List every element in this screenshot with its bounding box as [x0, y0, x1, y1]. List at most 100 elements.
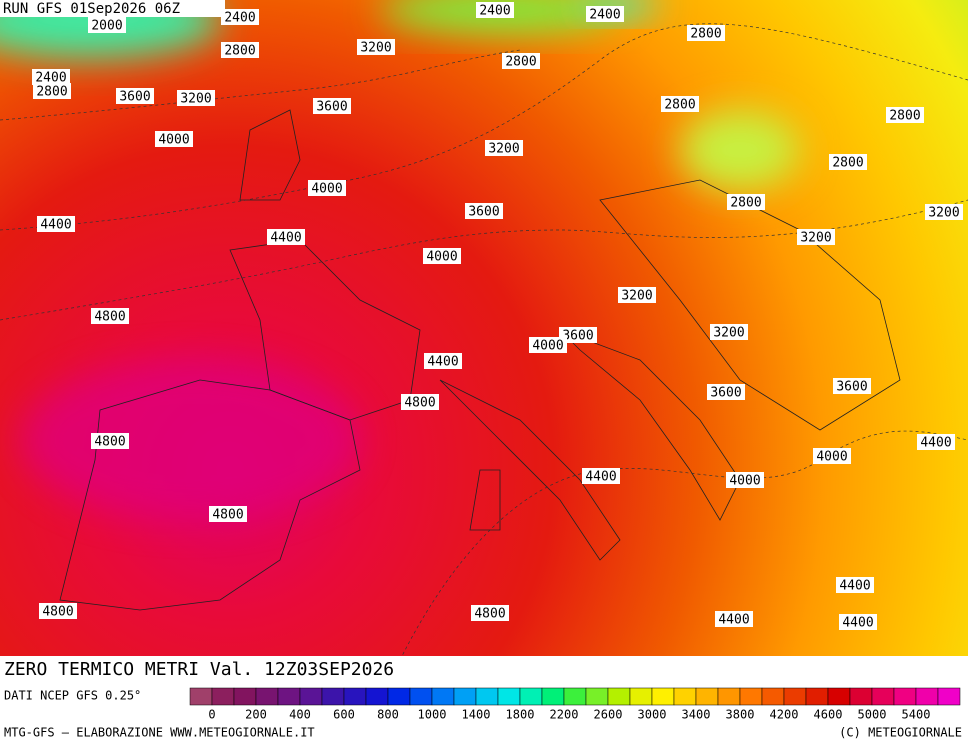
- legend-label: 200: [245, 708, 267, 722]
- contour-label: 4800: [212, 508, 243, 523]
- contour-label-box: [917, 434, 955, 450]
- legend-swatch: [651, 687, 675, 706]
- color-legend: 0 200 400 600 800 1000 1400 1800 2200 2600 3000 340…: [189, 687, 961, 722]
- contour-label-box: [829, 154, 867, 170]
- contour-label: 3200: [800, 231, 831, 246]
- contour-label: 4000: [158, 133, 189, 148]
- contour-label: 4800: [474, 607, 505, 622]
- contour-label: 2800: [832, 156, 863, 171]
- contour-label-box: [839, 614, 877, 630]
- legend-label: 2200: [550, 708, 579, 722]
- contour-label: 3200: [621, 289, 652, 304]
- legend-swatch: [453, 687, 477, 706]
- contour-label-box: [465, 203, 503, 219]
- legend-label: 4200: [770, 708, 799, 722]
- contour-label-box: [886, 107, 924, 123]
- contour-label-box: [33, 83, 71, 99]
- legend-label: 400: [289, 708, 311, 722]
- contour-label: 2400: [589, 8, 620, 23]
- contour-label-box: [32, 69, 70, 85]
- legend-swatch: [409, 687, 433, 706]
- legend-swatch: [695, 687, 719, 706]
- contour-label-box: [39, 603, 77, 619]
- contour-label-box: [586, 6, 624, 22]
- contour-label-box: [485, 140, 523, 156]
- contour-label-box: [715, 611, 753, 627]
- legend-label: 2600: [594, 708, 623, 722]
- legend-swatch: [673, 687, 697, 706]
- legend-label: 5000: [858, 708, 887, 722]
- contour-label-box: [91, 433, 129, 449]
- contour-label: 4400: [427, 355, 458, 370]
- legend-swatch: [189, 687, 213, 706]
- contour-label: 4400: [585, 470, 616, 485]
- legend-swatch: [739, 687, 763, 706]
- contour-label: 3200: [360, 41, 391, 56]
- legend-swatch: [475, 687, 499, 706]
- contour-label-box: [471, 605, 509, 621]
- contour-label: 3600: [119, 90, 150, 105]
- contour-label-box: [797, 229, 835, 245]
- legend-swatch: [717, 687, 741, 706]
- contour-label: 2800: [889, 109, 920, 124]
- contour-label-box: [313, 98, 351, 114]
- legend-swatch: [805, 687, 829, 706]
- contour-label-box: [423, 248, 461, 264]
- legend-swatch: [761, 687, 785, 706]
- contour-label-box: [91, 308, 129, 324]
- legend-label: 3400: [682, 708, 711, 722]
- cold-area: [680, 110, 800, 190]
- contour-label-box: [401, 394, 439, 410]
- contour-label: 3600: [468, 205, 499, 220]
- legend-swatch: [893, 687, 917, 706]
- contour-label-box: [687, 25, 725, 41]
- contour-label: 3200: [488, 142, 519, 157]
- contour-label-box: [177, 90, 215, 106]
- legend-swatch: [827, 687, 851, 706]
- contours: [0, 23, 968, 661]
- contour-label-box: [308, 180, 346, 196]
- contour-label-box: [209, 506, 247, 522]
- contour-label-box: [727, 194, 765, 210]
- contour-label: 4800: [42, 605, 73, 620]
- legend-swatch: [343, 687, 367, 706]
- contour-label: 4000: [532, 339, 563, 354]
- contour-label: 3600: [710, 386, 741, 401]
- footer-left: MTG-GFS — ELABORAZIONE WWW.METEOGIORNALE…: [4, 726, 315, 740]
- map: [0, 0, 968, 661]
- title-box: [0, 657, 415, 684]
- legend-swatch: [563, 687, 587, 706]
- contour-label: 2800: [690, 27, 721, 42]
- contour-label-box: [707, 384, 745, 400]
- legend-swatch: [871, 687, 895, 706]
- contour-label: 3600: [836, 380, 867, 395]
- contour-label: 4000: [311, 182, 342, 197]
- legend-swatch: [211, 687, 235, 706]
- legend-swatch: [849, 687, 873, 706]
- contour-label-box: [502, 53, 540, 69]
- contour-label-box: [813, 448, 851, 464]
- legend-swatch: [299, 687, 323, 706]
- legend-swatch: [783, 687, 807, 706]
- contour-label-box: [726, 472, 764, 488]
- contour-label: 4000: [729, 474, 760, 489]
- footer-right: (C) METEOGIORNALE: [839, 726, 962, 740]
- legend-swatch: [277, 687, 301, 706]
- contour-label: 2800: [730, 196, 761, 211]
- legend-swatch: [519, 687, 543, 706]
- legend-swatch: [585, 687, 609, 706]
- contour-label: 4800: [94, 310, 125, 325]
- contour-label: 4400: [920, 436, 951, 451]
- source-label: DATI NCEP GFS 0.25°: [4, 689, 141, 703]
- contour-label: 2000: [91, 19, 122, 34]
- contour-label: 2400: [35, 71, 66, 86]
- contour-label: 3200: [713, 326, 744, 341]
- contour-label-box: [559, 327, 597, 343]
- contour-label-box: [710, 324, 748, 340]
- contour-label-box: [424, 353, 462, 369]
- contour-label: 2800: [664, 98, 695, 113]
- legend-swatch: [607, 687, 631, 706]
- contour-label: 4400: [718, 613, 749, 628]
